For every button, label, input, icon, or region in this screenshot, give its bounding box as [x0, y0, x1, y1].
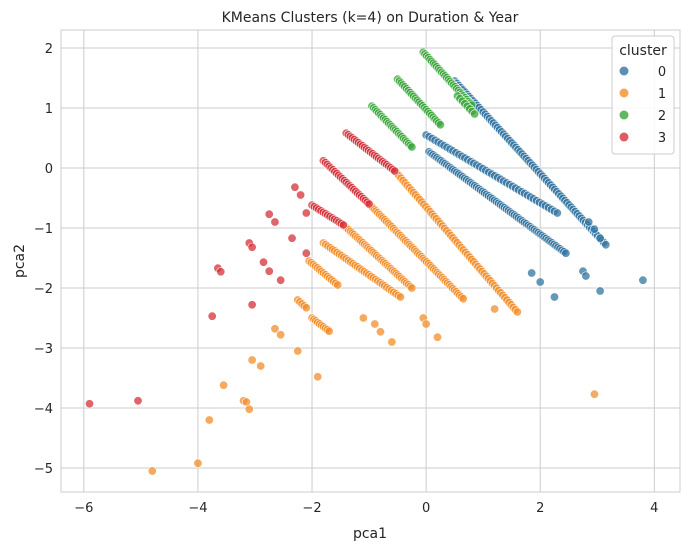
data-point: [276, 275, 286, 285]
data-point: [264, 266, 274, 276]
legend-label-2: 2: [658, 109, 666, 124]
data-point: [270, 217, 280, 227]
data-point: [387, 337, 397, 347]
data-point: [470, 109, 480, 119]
data-point: [390, 166, 400, 176]
legend-marker-1: [619, 88, 629, 98]
plot-frame: [60, 29, 681, 493]
data-point: [259, 257, 269, 267]
legend-box: [611, 35, 675, 155]
data-point: [247, 242, 257, 252]
x-tick-label: 0: [422, 501, 430, 516]
data-point: [133, 396, 143, 406]
data-point: [293, 346, 303, 356]
chart-title: KMeans Clusters (k=4) on Duration & Year: [222, 10, 519, 26]
data-point: [358, 313, 368, 323]
data-point: [589, 224, 599, 234]
data-point: [313, 372, 323, 382]
x-axis-label: pca1: [353, 526, 387, 542]
legend-marker-0: [619, 66, 629, 76]
data-point: [595, 233, 605, 243]
x-tick-label: −2: [302, 501, 321, 516]
x-tick-label: −4: [188, 501, 207, 516]
y-tick-label: −4: [34, 402, 53, 417]
data-point: [370, 319, 380, 329]
data-point: [490, 304, 500, 314]
legend-items: 0 1 2 3: [619, 65, 666, 146]
y-tick-label: 1: [45, 102, 53, 117]
data-point: [256, 361, 266, 371]
data-point: [247, 355, 257, 365]
y-tick-label: 0: [45, 162, 53, 177]
data-point: [458, 294, 468, 304]
y-tick-label: −3: [34, 342, 53, 357]
data-point: [584, 217, 594, 227]
tick-labels: −6 −4 −2 0 2 4 −5 −4 −3 −2 −1 0 1 2: [34, 42, 659, 516]
y-tick-label: −2: [34, 282, 53, 297]
legend-title: cluster: [619, 43, 667, 59]
data-point: [512, 307, 522, 317]
data-point: [85, 399, 95, 409]
data-point: [421, 319, 431, 329]
legend-label-1: 1: [658, 87, 666, 102]
data-point: [407, 283, 417, 293]
legend: cluster 0 1 2 3: [611, 35, 675, 155]
x-tick-label: 2: [536, 501, 544, 516]
y-tick-label: −1: [34, 222, 53, 237]
data-point: [147, 466, 157, 476]
grid-lines: [61, 30, 680, 492]
data-point: [204, 415, 214, 425]
data-point: [552, 208, 562, 218]
data-point: [301, 303, 311, 313]
y-tick-label: 2: [45, 42, 53, 57]
data-point: [407, 142, 417, 152]
data-point: [324, 326, 334, 336]
legend-marker-2: [619, 110, 629, 120]
data-point: [301, 208, 311, 218]
data-point: [264, 209, 274, 219]
legend-marker-3: [619, 132, 629, 142]
data-point: [535, 277, 545, 287]
data-point: [527, 268, 537, 278]
y-axis-label: pca2: [12, 244, 28, 278]
series-0: [421, 76, 648, 302]
data-point: [338, 220, 348, 230]
data-point: [296, 190, 306, 200]
data-point: [207, 311, 217, 321]
data-point: [375, 327, 385, 337]
series-2: [367, 47, 480, 152]
data-point: [216, 267, 226, 277]
data-point: [333, 280, 343, 290]
x-tick-label: 4: [650, 501, 658, 516]
data-point: [364, 199, 374, 209]
data-point: [589, 389, 599, 399]
data-point: [601, 240, 611, 250]
data-point: [193, 458, 203, 468]
data-point: [395, 292, 405, 302]
data-point: [219, 380, 229, 390]
legend-label-3: 3: [658, 131, 666, 146]
data-point: [561, 248, 571, 258]
points-layer: [85, 47, 648, 476]
data-point: [581, 271, 591, 281]
data-point: [244, 404, 254, 414]
data-point: [435, 120, 445, 130]
y-tick-label: −5: [34, 462, 53, 477]
data-point: [301, 248, 311, 258]
legend-label-0: 0: [658, 65, 666, 80]
data-point: [287, 233, 297, 243]
data-point: [290, 182, 300, 192]
x-tick-label: −6: [74, 501, 93, 516]
data-point: [595, 286, 605, 296]
data-point: [549, 292, 559, 302]
data-point: [433, 332, 443, 342]
data-point: [247, 300, 257, 310]
series-3: [85, 128, 400, 409]
data-point: [276, 330, 286, 340]
data-point: [270, 324, 280, 334]
data-point: [638, 275, 648, 285]
series-1: [147, 166, 599, 476]
